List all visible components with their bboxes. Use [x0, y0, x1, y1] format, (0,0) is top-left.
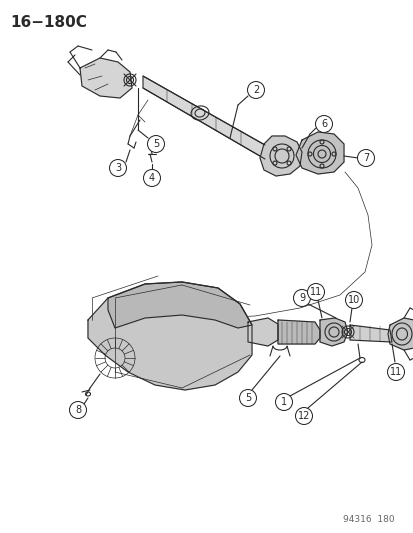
Text: 8: 8 [75, 405, 81, 415]
Text: 1: 1 [280, 397, 286, 407]
Polygon shape [80, 58, 132, 98]
Circle shape [109, 159, 126, 176]
Circle shape [147, 135, 164, 152]
Polygon shape [108, 282, 252, 328]
Text: 5: 5 [152, 139, 159, 149]
Text: 12: 12 [297, 411, 309, 421]
Circle shape [315, 116, 332, 133]
Polygon shape [259, 136, 301, 176]
Text: 11: 11 [309, 287, 321, 297]
Circle shape [275, 393, 292, 410]
Text: 2: 2 [252, 85, 259, 95]
Circle shape [295, 408, 312, 424]
Text: 3: 3 [115, 163, 121, 173]
Circle shape [293, 289, 310, 306]
Polygon shape [387, 318, 413, 350]
Polygon shape [319, 318, 347, 346]
Text: 5: 5 [244, 393, 251, 403]
Polygon shape [88, 282, 252, 390]
Text: 10: 10 [347, 295, 359, 305]
Text: 11: 11 [389, 367, 401, 377]
Circle shape [239, 390, 256, 407]
Polygon shape [295, 132, 343, 174]
Text: 16−180C: 16−180C [10, 15, 87, 30]
Circle shape [357, 149, 374, 166]
Polygon shape [247, 318, 277, 346]
Text: 6: 6 [320, 119, 326, 129]
Circle shape [387, 364, 404, 381]
Text: 9: 9 [298, 293, 304, 303]
Text: 7: 7 [362, 153, 368, 163]
Circle shape [143, 169, 160, 187]
Polygon shape [142, 76, 264, 159]
Text: 94316  180: 94316 180 [342, 515, 394, 524]
Text: 4: 4 [149, 173, 155, 183]
Circle shape [345, 292, 362, 309]
Circle shape [247, 82, 264, 99]
Polygon shape [277, 320, 319, 344]
Circle shape [307, 284, 324, 301]
Circle shape [69, 401, 86, 418]
Polygon shape [349, 325, 391, 342]
